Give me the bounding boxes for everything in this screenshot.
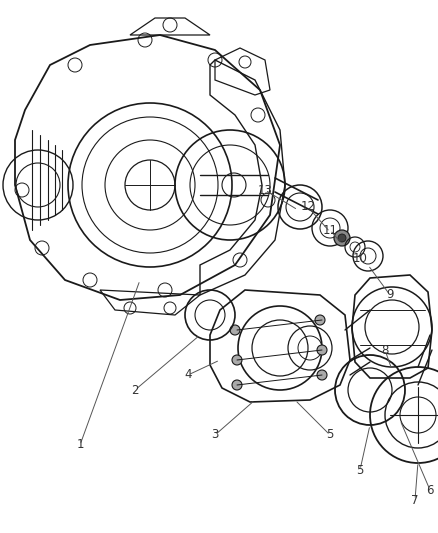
Text: 1: 1	[76, 439, 84, 451]
Circle shape	[232, 380, 242, 390]
Circle shape	[230, 325, 240, 335]
Text: 8: 8	[381, 343, 389, 357]
Text: 6: 6	[426, 483, 434, 497]
Text: 12: 12	[300, 200, 315, 214]
Text: 3: 3	[211, 429, 219, 441]
Text: 11: 11	[322, 223, 338, 237]
Circle shape	[317, 370, 327, 380]
Circle shape	[232, 355, 242, 365]
Circle shape	[315, 315, 325, 325]
Text: 13: 13	[258, 183, 272, 197]
Text: 5: 5	[326, 429, 334, 441]
Text: 10: 10	[353, 252, 367, 264]
Circle shape	[317, 345, 327, 355]
Text: 9: 9	[386, 288, 394, 302]
Text: 2: 2	[131, 384, 139, 397]
Text: 5: 5	[356, 464, 364, 477]
Circle shape	[334, 230, 350, 246]
Text: 4: 4	[184, 368, 192, 382]
Text: 7: 7	[411, 494, 419, 506]
Circle shape	[338, 234, 346, 242]
